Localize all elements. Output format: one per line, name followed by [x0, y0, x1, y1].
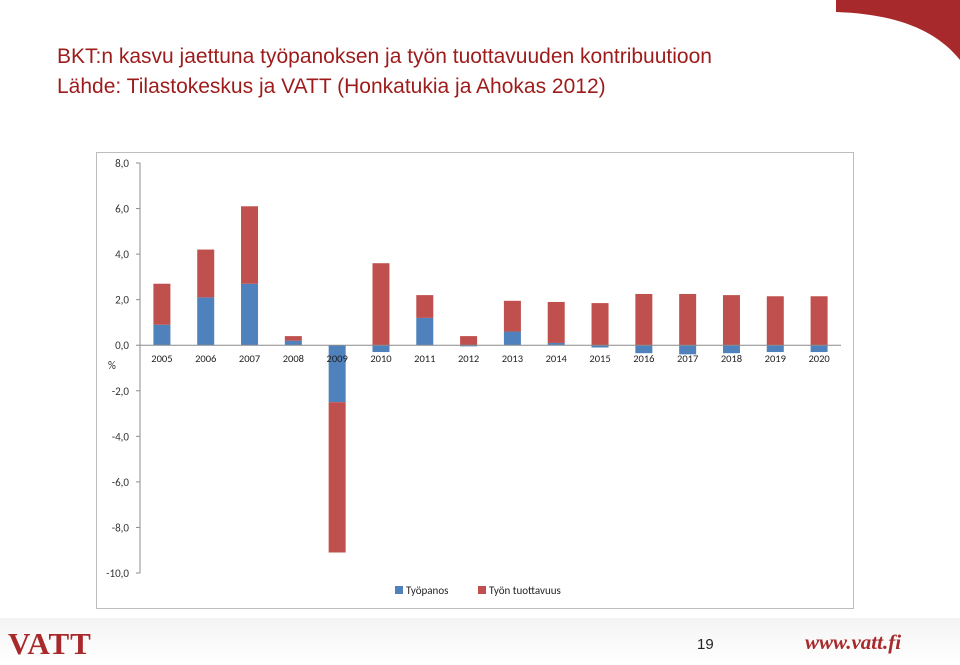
bar-tuottavuus-2006 — [197, 249, 215, 298]
bar-tuottavuus-2015 — [591, 303, 609, 346]
legend-label-tyopanos: Työpanos — [406, 584, 448, 597]
x-tick-label: 2009 — [327, 352, 348, 365]
y-tick-label: 0,0 — [115, 339, 129, 352]
x-tick-label: 2017 — [677, 352, 698, 365]
bar-tyopanos-2018 — [722, 345, 740, 354]
bar-tuottavuus-2018 — [722, 295, 740, 346]
chart-container: 8,0 6,0 4,0 2,0 0,0 -2,0 -4,0 -6,0 -8,0 -10,0% 200… — [96, 152, 854, 609]
x-tick-label: 2014 — [546, 352, 568, 365]
bar-tyopanos-2013 — [503, 331, 521, 346]
x-tick-label: 2011 — [414, 352, 435, 365]
bar-tuottavuus-2019 — [766, 296, 784, 346]
bar-tyopanos-2010 — [372, 345, 390, 353]
page-title: BKT:n kasvu jaettuna työpanoksen ja työn… — [57, 42, 712, 102]
vatt-logo: VATT — [8, 626, 92, 661]
bar-tuottavuus-2017 — [679, 293, 697, 346]
y-tick-label: -6,0 — [112, 476, 130, 489]
x-tick-label: 2010 — [370, 352, 392, 365]
bar-tuottavuus-2009 — [328, 402, 346, 553]
bar-tuottavuus-2011 — [416, 295, 434, 318]
bar-tuottavuus-2020 — [810, 296, 828, 346]
bar-tyopanos-2006 — [197, 297, 215, 346]
y-tick-label: 8,0 — [115, 157, 129, 170]
bar-tuottavuus-2016 — [635, 293, 653, 346]
title-line-1: BKT:n kasvu jaettuna työpanoksen ja työn… — [57, 45, 712, 68]
bar-tyopanos-2017 — [679, 345, 697, 355]
bar-tyopanos-2012 — [460, 345, 478, 347]
bar-tyopanos-2019 — [766, 345, 784, 353]
x-tick-label: 2016 — [633, 352, 654, 365]
corner-accent-decoration — [836, 0, 960, 60]
stacked-bar-chart: 8,0 6,0 4,0 2,0 0,0 -2,0 -4,0 -6,0 -8,0 -10,0% 200… — [106, 157, 841, 597]
x-tick-label: 2007 — [239, 352, 260, 365]
x-tick-label: 2013 — [502, 352, 523, 365]
y-tick-label: -10,0 — [106, 567, 129, 580]
bar-tuottavuus-2010 — [372, 263, 390, 346]
website-link[interactable]: www.vatt.fi — [805, 630, 902, 654]
y-axis-label: % — [108, 359, 116, 372]
bar-tuottavuus-2012 — [460, 336, 478, 346]
bar-tyopanos-2020 — [810, 345, 828, 353]
bar-tyopanos-2009 — [328, 345, 346, 403]
footer-band — [0, 618, 960, 665]
y-tick-label: 6,0 — [115, 203, 129, 216]
y-tick-label: 2,0 — [115, 294, 129, 307]
bar-tyopanos-2005 — [153, 324, 171, 346]
bar-tyopanos-2014 — [547, 342, 565, 346]
x-tick-label: 2006 — [195, 352, 216, 365]
bar-tuottavuus-2013 — [503, 300, 521, 332]
page-number: 19 — [697, 636, 714, 653]
x-tick-label: 2015 — [589, 352, 610, 365]
bar-tyopanos-2007 — [241, 283, 259, 346]
bar-tuottavuus-2007 — [241, 206, 259, 284]
x-tick-label: 2018 — [721, 352, 742, 365]
legend-swatch-tyopanos — [395, 586, 403, 594]
y-tick-label: 4,0 — [115, 248, 129, 261]
y-tick-label: -2,0 — [112, 385, 130, 398]
bar-tyopanos-2015 — [591, 345, 609, 348]
bar-tyopanos-2016 — [635, 345, 653, 354]
bar-tuottavuus-2008 — [284, 336, 302, 341]
bar-tyopanos-2011 — [416, 317, 434, 346]
x-tick-label: 2005 — [151, 352, 172, 365]
bar-tyopanos-2008 — [284, 340, 302, 346]
x-tick-label: 2019 — [765, 352, 786, 365]
bar-tuottavuus-2014 — [547, 301, 565, 343]
y-tick-label: -8,0 — [112, 521, 130, 534]
x-tick-label: 2012 — [458, 352, 479, 365]
legend-swatch-tuottavuus — [478, 586, 486, 594]
title-line-2: Lähde: Tilastokeskus ja VATT (Honkatukia… — [57, 75, 606, 98]
x-tick-label: 2008 — [283, 352, 304, 365]
x-tick-label: 2020 — [808, 352, 830, 365]
bar-tuottavuus-2005 — [153, 283, 171, 325]
y-tick-label: -4,0 — [112, 430, 130, 443]
legend-label-tuottavuus: Työn tuottavuus — [489, 584, 561, 597]
